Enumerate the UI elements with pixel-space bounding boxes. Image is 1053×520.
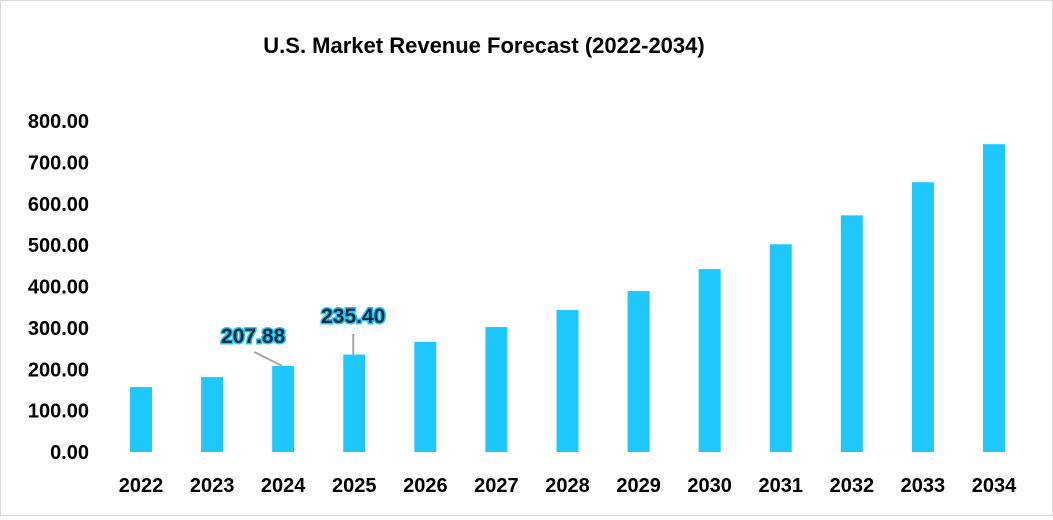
bar bbox=[343, 354, 366, 452]
x-tick-label: 2025 bbox=[332, 475, 377, 497]
y-axis: 0.00 100.00 200.00 300.00 400.00 500.00 600.00… bbox=[28, 111, 89, 464]
y-tick-label: 600.00 bbox=[28, 194, 89, 216]
y-tick-label: 100.00 bbox=[28, 401, 89, 423]
chart-title: U.S. Market Revenue Forecast (2022-2034) bbox=[263, 33, 704, 58]
x-tick-label: 2030 bbox=[687, 475, 732, 497]
x-tick-label: 2031 bbox=[759, 475, 804, 497]
bar bbox=[201, 377, 224, 452]
y-tick-label: 800.00 bbox=[28, 111, 89, 133]
bar bbox=[272, 365, 295, 452]
x-tick-label: 2033 bbox=[901, 475, 946, 497]
x-tick-label: 2032 bbox=[830, 475, 875, 497]
y-tick-label: 200.00 bbox=[28, 359, 89, 381]
data-label: 235.40 bbox=[321, 305, 385, 328]
y-tick-label: 300.00 bbox=[28, 318, 89, 340]
bar bbox=[556, 310, 579, 452]
bar bbox=[769, 244, 792, 452]
bar bbox=[840, 215, 863, 452]
x-tick-label: 2027 bbox=[474, 475, 519, 497]
y-tick-label: 0.00 bbox=[50, 442, 89, 464]
bar bbox=[698, 269, 721, 452]
data-label: 207.88 bbox=[221, 325, 286, 348]
x-tick-label: 2024 bbox=[261, 475, 306, 497]
x-tick-label: 2026 bbox=[403, 475, 448, 497]
x-tick-label: 2029 bbox=[616, 475, 661, 497]
bar bbox=[414, 341, 437, 452]
bar bbox=[983, 144, 1005, 453]
x-axis: 2022 2023 2024 2025 2026 2027 2028 2029 2030 2031… bbox=[119, 475, 1017, 497]
leader-line bbox=[253, 351, 283, 367]
x-tick-label: 2028 bbox=[545, 475, 590, 497]
x-tick-label: 2022 bbox=[119, 475, 164, 497]
y-tick-label: 400.00 bbox=[28, 277, 89, 299]
y-tick-label: 700.00 bbox=[28, 152, 89, 174]
bar bbox=[130, 387, 152, 452]
bar bbox=[485, 327, 508, 452]
data-labels: 207.88 235.40 bbox=[220, 304, 387, 367]
bar bbox=[911, 182, 934, 453]
x-tick-label: 2023 bbox=[190, 475, 235, 497]
y-tick-label: 500.00 bbox=[28, 235, 89, 257]
bars bbox=[130, 144, 1005, 453]
bar bbox=[627, 291, 650, 452]
x-tick-label: 2034 bbox=[972, 475, 1017, 497]
